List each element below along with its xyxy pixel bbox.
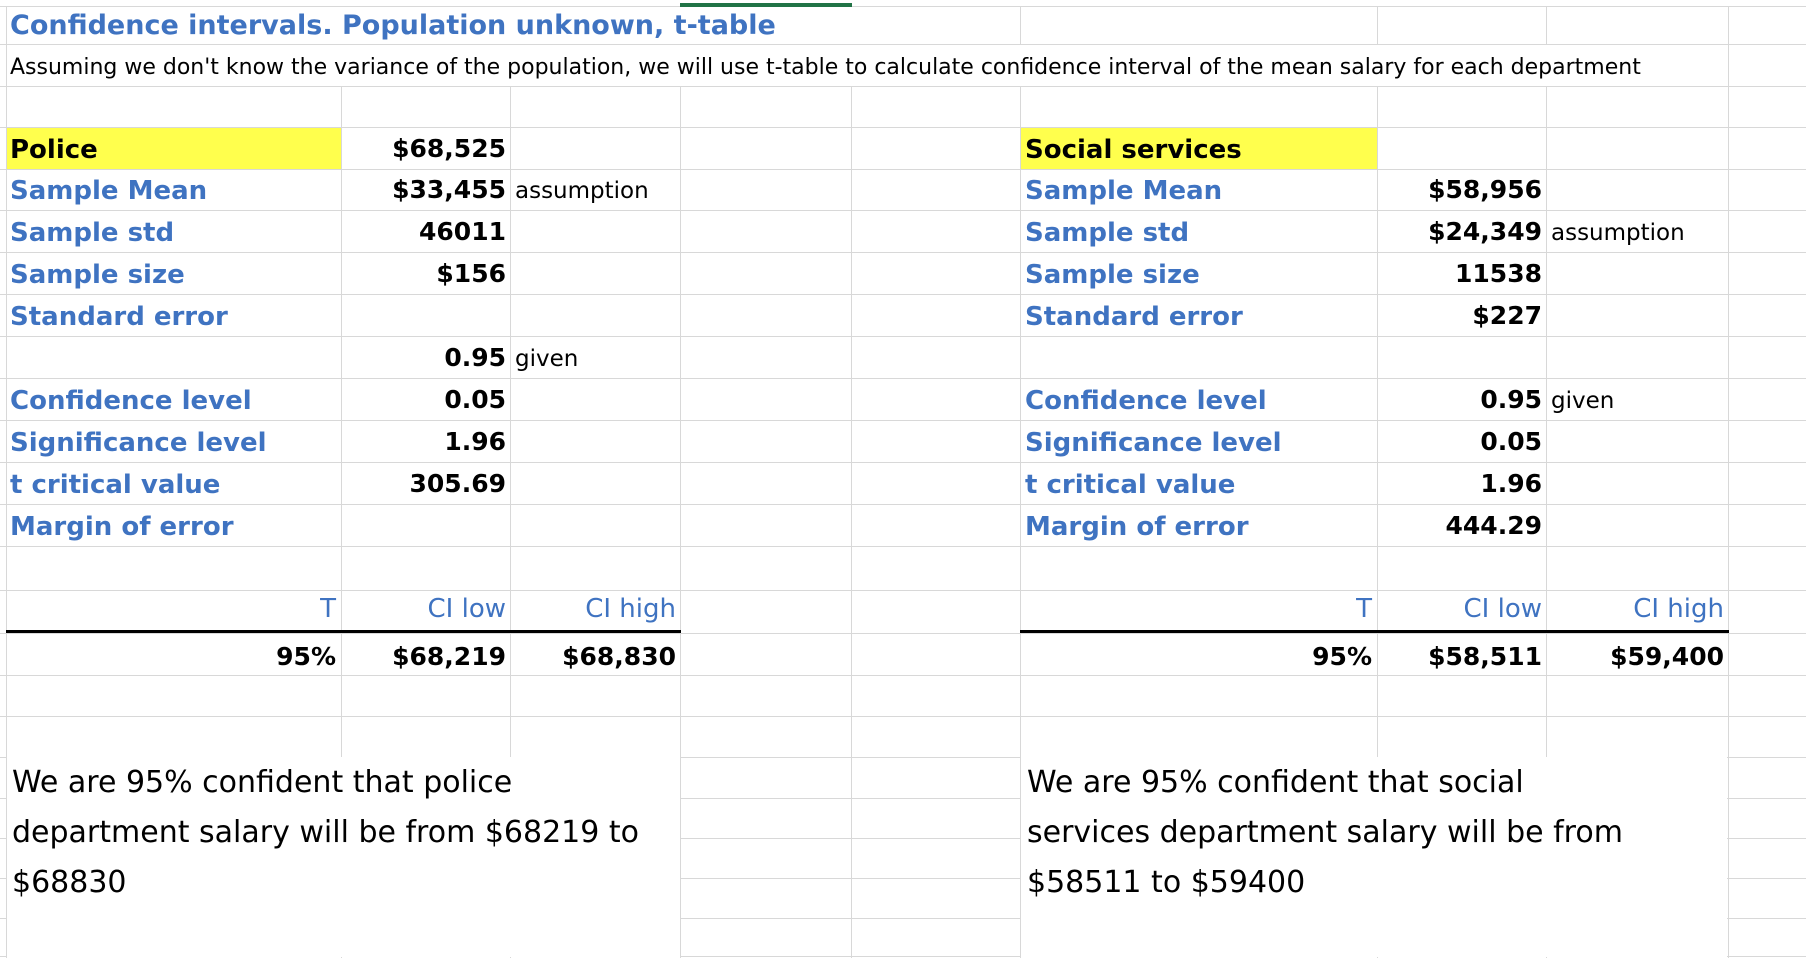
- social-label-sample-std[interactable]: Sample std: [1025, 218, 1190, 248]
- social-name-cell-bg: [1021, 128, 1377, 169]
- gridline: [6, 6, 7, 958]
- police-conclusion-cell-bg: [7, 757, 680, 957]
- police-ci-header-low[interactable]: CI low: [427, 594, 506, 624]
- gridline: [680, 86, 681, 958]
- social-value-t-critical[interactable]: 1.96: [1480, 469, 1542, 498]
- social-ci-header-border: [1020, 630, 1729, 633]
- social-value-confidence-level[interactable]: 0.95: [1480, 385, 1542, 414]
- sheet-title[interactable]: Confidence intervals. Population unknown…: [10, 10, 776, 41]
- social-ci-header-low[interactable]: CI low: [1463, 594, 1542, 624]
- police-ci-t[interactable]: 95%: [276, 642, 336, 671]
- gridline: [341, 86, 342, 958]
- gridline: [851, 86, 852, 958]
- police-label-sample-std[interactable]: Sample std: [10, 218, 175, 248]
- social-value-sample-mean[interactable]: $58,956: [1428, 175, 1542, 204]
- police-label-sample-mean[interactable]: Sample Mean: [10, 176, 208, 206]
- gridline: [0, 252, 1806, 253]
- gridline: [0, 169, 1806, 170]
- social-label-margin-of-error[interactable]: Margin of error: [1025, 512, 1249, 542]
- gridline: [0, 956, 1806, 957]
- social-label-standard-error[interactable]: Standard error: [1025, 302, 1243, 332]
- gridline: [0, 838, 1806, 839]
- gridline: [0, 336, 1806, 337]
- social-label-t-critical[interactable]: t critical value: [1025, 470, 1236, 500]
- gridline: [0, 210, 1806, 211]
- police-note-blank-row[interactable]: given: [515, 346, 579, 372]
- gridline: [510, 86, 511, 958]
- gridline: [0, 462, 1806, 463]
- social-label-confidence-level[interactable]: Confidence level: [1025, 386, 1267, 416]
- selected-cell-indicator: [680, 3, 852, 7]
- police-value-sample-size[interactable]: $156: [436, 259, 506, 288]
- gridline: [1728, 6, 1729, 958]
- police-label-significance-level[interactable]: Significance level: [10, 428, 267, 458]
- police-value-blank-row[interactable]: 0.95: [444, 343, 506, 372]
- police-value-sample-std[interactable]: 46011: [419, 217, 506, 246]
- gridline: [0, 127, 1806, 128]
- social-ci-header-high[interactable]: CI high: [1633, 594, 1724, 624]
- police-ci-header-border: [6, 630, 681, 633]
- social-ci-t[interactable]: 95%: [1312, 642, 1372, 671]
- social-value-sample-size[interactable]: 11538: [1455, 259, 1542, 288]
- police-ci-low[interactable]: $68,219: [392, 642, 506, 671]
- police-value-t-critical[interactable]: 305.69: [409, 469, 506, 498]
- police-ci-header-high[interactable]: CI high: [585, 594, 676, 624]
- gridline: [0, 590, 1806, 591]
- police-conclusion[interactable]: We are 95% confident that police departm…: [12, 765, 640, 900]
- police-label-confidence-level[interactable]: Confidence level: [10, 386, 252, 416]
- social-note-sample-std[interactable]: assumption: [1551, 220, 1685, 246]
- gridline: [1546, 6, 1547, 958]
- gridline: [0, 44, 1806, 45]
- police-name-value[interactable]: $68,525: [392, 134, 506, 163]
- social-conclusion[interactable]: We are 95% confident that social service…: [1027, 765, 1623, 900]
- police-label-standard-error[interactable]: Standard error: [10, 302, 228, 332]
- police-label-t-critical[interactable]: t critical value: [10, 470, 221, 500]
- gridline: [0, 798, 1806, 799]
- police-ci-header-t[interactable]: T: [320, 594, 336, 624]
- social-note-confidence-level[interactable]: given: [1551, 388, 1615, 414]
- gridline: [0, 504, 1806, 505]
- gridline: [0, 918, 1806, 919]
- social-ci-high[interactable]: $59,400: [1610, 642, 1724, 671]
- social-value-significance-level[interactable]: 0.05: [1480, 427, 1542, 456]
- subtitle-cell-bg: [7, 45, 1680, 86]
- social-value-margin-of-error[interactable]: 444.29: [1445, 511, 1542, 540]
- gridline: [0, 878, 1806, 879]
- social-value-standard-error[interactable]: $227: [1472, 301, 1542, 330]
- gridline: [0, 378, 1806, 379]
- police-label-sample-size[interactable]: Sample size: [10, 260, 185, 290]
- social-label-sample-size[interactable]: Sample size: [1025, 260, 1200, 290]
- gridline: [0, 6, 1806, 7]
- gridline: [0, 633, 1806, 634]
- police-value-confidence-level[interactable]: 0.05: [444, 385, 506, 414]
- social-conclusion-cell-bg: [1021, 757, 1727, 957]
- gridline: [1020, 6, 1021, 958]
- police-value-sample-mean[interactable]: $33,455: [392, 175, 506, 204]
- gridline: [0, 757, 1806, 758]
- gridline: [0, 420, 1806, 421]
- social-label-sample-mean[interactable]: Sample Mean: [1025, 176, 1223, 206]
- police-name[interactable]: Police: [10, 135, 98, 165]
- gridline: [0, 546, 1806, 547]
- police-ci-high[interactable]: $68,830: [562, 642, 676, 671]
- social-name[interactable]: Social services: [1025, 135, 1242, 165]
- title-cell-bg: [7, 7, 1020, 44]
- sheet-subtitle[interactable]: Assuming we don't know the variance of t…: [10, 55, 1641, 80]
- gridline: [0, 716, 1806, 717]
- social-ci-low[interactable]: $58,511: [1428, 642, 1542, 671]
- social-label-significance-level[interactable]: Significance level: [1025, 428, 1282, 458]
- gridline: [0, 675, 1806, 676]
- police-label-margin-of-error[interactable]: Margin of error: [10, 512, 234, 542]
- police-note-sample-mean[interactable]: assumption: [515, 178, 649, 204]
- police-name-cell-bg: [7, 128, 341, 169]
- social-ci-header-t[interactable]: T: [1356, 594, 1372, 624]
- gridline: [0, 294, 1806, 295]
- gridline: [0, 86, 1806, 87]
- police-value-significance-level[interactable]: 1.96: [444, 427, 506, 456]
- gridline: [1377, 6, 1378, 958]
- social-value-sample-std[interactable]: $24,349: [1428, 217, 1542, 246]
